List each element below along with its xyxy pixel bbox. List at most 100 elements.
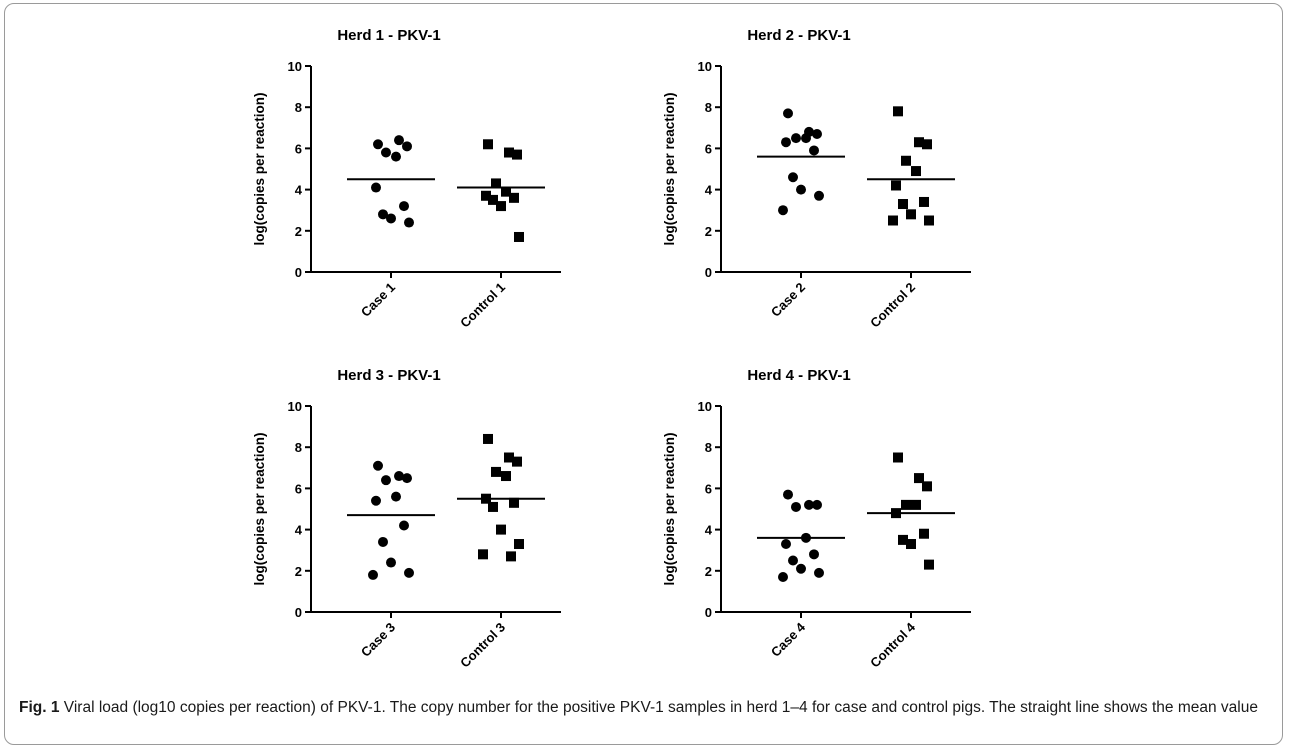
data-point-case — [801, 133, 811, 144]
data-point-control — [488, 501, 498, 512]
data-point-case — [791, 501, 801, 512]
data-point-case — [796, 563, 806, 574]
data-point-case — [378, 536, 388, 547]
y-tick-label: 0 — [295, 605, 302, 620]
data-point-case — [788, 172, 798, 183]
data-point-case — [386, 213, 396, 224]
data-point-case — [386, 557, 396, 568]
y-tick-label: 10 — [698, 59, 712, 74]
data-point-case — [402, 473, 412, 484]
data-point-case — [373, 139, 383, 150]
data-point-case — [402, 141, 412, 152]
data-point-case — [783, 489, 793, 500]
data-point-case — [371, 182, 381, 193]
data-point-case — [783, 108, 793, 119]
y-tick-label: 10 — [698, 399, 712, 414]
y-tick-label: 10 — [288, 399, 302, 414]
y-tick-label: 8 — [295, 100, 302, 115]
data-point-control — [888, 215, 898, 226]
y-tick-label: 4 — [705, 523, 713, 538]
y-tick-label: 4 — [295, 523, 303, 538]
data-point-control — [496, 201, 506, 212]
data-point-control — [496, 524, 506, 535]
data-point-control — [893, 106, 903, 117]
data-point-case — [804, 499, 814, 510]
data-point-case — [781, 539, 791, 550]
data-point-case — [394, 471, 404, 482]
data-point-case — [796, 184, 806, 195]
data-point-control — [501, 471, 511, 482]
data-point-case — [812, 128, 822, 139]
data-point-control — [491, 178, 501, 189]
data-point-control — [506, 551, 516, 562]
data-point-case — [381, 475, 391, 486]
y-tick-label: 0 — [705, 605, 712, 620]
data-point-case — [788, 555, 798, 566]
data-point-case — [814, 567, 824, 578]
chart-herd-4: Herd 4 - PKV-1 log(copies per reaction) 0 2… — [662, 367, 971, 670]
y-tick-label: 0 — [295, 265, 302, 280]
x-tick-label: Case 3 — [358, 620, 398, 660]
y-tick-label: 8 — [295, 440, 302, 455]
data-point-case — [371, 495, 381, 506]
y-tick-label: 2 — [295, 224, 302, 239]
data-point-case — [373, 460, 383, 471]
data-point-case — [391, 151, 401, 162]
data-point-control — [504, 452, 514, 463]
data-point-control — [919, 528, 929, 539]
data-point-control — [501, 186, 511, 197]
chart-title: Herd 4 - PKV-1 — [747, 367, 850, 384]
figure-frame: Herd 1 - PKV-1 log(copies per reaction) 0 2… — [4, 3, 1283, 745]
y-axis-label: log(copies per reaction) — [662, 92, 677, 245]
data-point-control — [491, 466, 501, 477]
x-tick-label: Case 1 — [358, 280, 398, 320]
data-point-control — [924, 215, 934, 226]
y-tick-label: 6 — [295, 141, 302, 156]
y-tick-label: 0 — [705, 265, 712, 280]
data-point-case — [378, 209, 388, 220]
data-point-control — [919, 196, 929, 207]
data-point-control — [504, 147, 514, 158]
data-point-control — [898, 534, 908, 545]
data-point-control — [911, 166, 921, 177]
data-point-control — [922, 139, 932, 150]
data-point-control — [914, 473, 924, 484]
data-point-control — [922, 481, 932, 492]
data-point-case — [809, 145, 819, 156]
data-point-control — [924, 559, 934, 570]
data-point-case — [778, 571, 788, 582]
data-point-control — [514, 539, 524, 550]
x-tick-label: Case 4 — [768, 619, 809, 660]
data-point-case — [812, 499, 822, 510]
y-tick-label: 8 — [705, 440, 712, 455]
y-tick-label: 2 — [705, 224, 712, 239]
x-tick-label: Control 2 — [867, 280, 918, 331]
data-point-case — [391, 491, 401, 502]
x-tick-label: Control 3 — [457, 620, 508, 671]
data-point-control — [898, 199, 908, 210]
data-point-control — [893, 452, 903, 463]
data-point-control — [891, 180, 901, 191]
data-point-case — [368, 569, 378, 580]
data-point-control — [481, 190, 491, 201]
data-point-control — [483, 433, 493, 444]
y-axis-label: log(copies per reaction) — [252, 92, 267, 245]
data-point-control — [483, 139, 493, 150]
y-tick-label: 2 — [705, 564, 712, 579]
data-point-control — [914, 137, 924, 148]
data-point-case — [778, 205, 788, 216]
y-tick-label: 2 — [295, 564, 302, 579]
data-point-case — [399, 520, 409, 531]
chart-herd-3: Herd 3 - PKV-1 log(copies per reaction) 0 2… — [252, 367, 561, 671]
data-point-control — [512, 149, 522, 160]
x-tick-label: Control 1 — [457, 280, 508, 331]
data-point-control — [512, 456, 522, 467]
data-point-case — [814, 190, 824, 201]
chart-herd-1: Herd 1 - PKV-1 log(copies per reaction) 0 2… — [252, 27, 561, 331]
data-point-control — [488, 194, 498, 205]
data-point-case — [399, 201, 409, 212]
data-point-control — [911, 499, 921, 510]
y-axis-label: log(copies per reaction) — [252, 432, 267, 585]
chart-herd-2: Herd 2 - PKV-1 log(copies per reaction) 0 2… — [662, 27, 971, 331]
chart-title: Herd 1 - PKV-1 — [337, 27, 440, 44]
